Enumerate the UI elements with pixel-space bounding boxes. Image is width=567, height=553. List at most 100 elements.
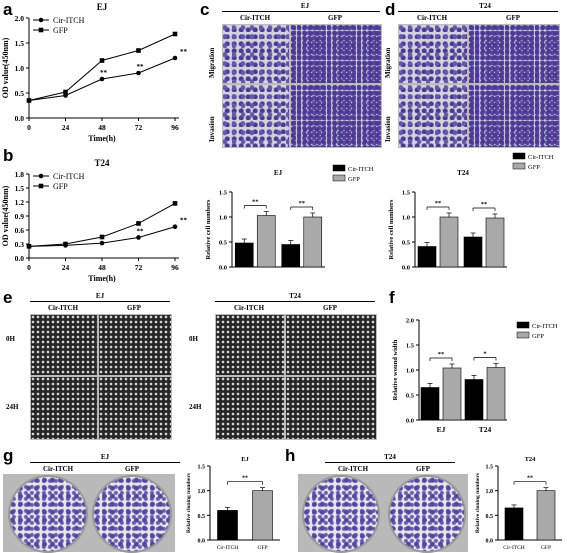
y-tick-label: 0.5	[406, 393, 415, 400]
y-axis-label: Relative cloning numbers	[186, 473, 192, 533]
bar-gfp-invasion	[485, 217, 505, 268]
legend-label: Cir-ITCH	[532, 323, 558, 330]
bar-gfp-invasion	[303, 216, 323, 268]
photo-d-invasion-gfp	[468, 84, 560, 148]
significance-mark: **	[481, 201, 488, 208]
x-tick-label: 48	[98, 263, 106, 272]
significance-mark: **	[435, 200, 442, 207]
y-axis-label: Relative cell numbers	[205, 199, 212, 259]
bar-cir-itch-migration	[234, 242, 254, 268]
panel-c-row-migration: Migration	[208, 47, 216, 78]
legend-marker	[38, 183, 44, 189]
x-tick-label: T24	[479, 425, 492, 434]
y-tick-label: 0.0	[402, 265, 410, 272]
panel-d-title: T24	[479, 2, 491, 10]
x-tick-label: 72	[135, 263, 143, 272]
y-tick-label: 0.0	[15, 114, 25, 123]
significance-mark: **	[180, 48, 188, 56]
legend-label: GFP	[532, 333, 544, 340]
photo-e-ej-24h-cir	[30, 376, 98, 440]
y-tick-label: 1.0	[219, 215, 227, 222]
y-tick-label: 2.0	[406, 318, 414, 325]
photo-e-t24-0h-gfp	[285, 314, 377, 376]
bar-cir-itch-ej	[420, 387, 440, 421]
significance-mark: **	[252, 199, 259, 206]
panel-e-right-row-0h: 0H	[189, 335, 198, 343]
y-axis-label: Relative cell numbers	[388, 199, 395, 259]
data-point	[99, 240, 105, 246]
y-axis-label: OD value(450nm)	[1, 185, 10, 246]
data-point	[63, 241, 68, 247]
chart-title: EJ	[241, 456, 249, 463]
bar-gfp	[536, 490, 556, 541]
legend-marker	[38, 27, 44, 33]
photo-c-invasion-cir	[222, 84, 290, 148]
y-tick-label: 0.0	[486, 539, 494, 545]
data-point	[172, 31, 178, 37]
bar-cir-itch-invasion	[463, 236, 483, 268]
data-point	[172, 55, 178, 61]
chart-title: EJ	[274, 169, 283, 177]
panel-c-title: EJ	[300, 2, 310, 10]
photo-e-ej-0h-gfp	[98, 314, 172, 376]
photo-c-migration-gfp	[290, 24, 382, 84]
photo-e-ej-24h-gfp	[98, 376, 172, 440]
y-tick-label: 1.8	[15, 170, 25, 179]
panel-e-left-col-cir: Cir-ITCH	[47, 304, 79, 312]
significance-mark: **	[180, 217, 188, 225]
panel-d-col-cir: Cir-ITCH	[416, 14, 448, 22]
chart-b-t24-proliferation: T24 0.0 0.3 0.6 0.9 1.2 1.5 1.8 0 24 48 72 96 Time(h)…	[1, 158, 188, 283]
y-tick-label: 2.0	[15, 14, 25, 23]
x-tick-label: 48	[98, 123, 106, 132]
legend-marker	[38, 173, 44, 179]
photo-e-ej-0h-cir	[30, 314, 98, 376]
y-tick-label: 1.0	[402, 215, 410, 222]
photo-e-t24-0h-cir	[215, 314, 285, 376]
photo-e-t24-24h-cir	[215, 376, 285, 440]
data-point	[99, 234, 105, 240]
photo-g-dish-gfp	[92, 475, 172, 553]
panel-letter-g: g	[3, 446, 14, 465]
y-tick-label: 1.5	[15, 184, 25, 193]
bar-gfp-migration	[256, 215, 276, 268]
panel-letter-e: e	[3, 288, 13, 307]
legend-label: Cir-ITCH	[53, 172, 85, 181]
panel-h-col-cir: Cir-ITCH	[337, 465, 369, 473]
legend-label: Cir-ITCH	[53, 16, 85, 25]
bar-gfp-migration	[439, 216, 459, 268]
panel-e-right-title: T24	[289, 292, 301, 300]
significance-mark: **	[299, 200, 306, 207]
panel-letter-b: b	[3, 146, 14, 165]
y-axis-label: Relative cloning numbers	[475, 473, 481, 533]
significance-mark: **	[137, 227, 145, 235]
chart-f-wound-width: 0.0 0.5 1.0 1.5 2.0 Relative wound width ** EJ *…	[392, 318, 558, 435]
x-axis-label: Time(h)	[88, 274, 116, 283]
legend-label: GFP	[348, 176, 360, 183]
bar-cir-itch-t24	[464, 379, 484, 421]
chart-a-ej-proliferation: EJ 0.0 0.5 1.0 1.5 2.0 0 24 48 72 96 Time(h) OD valu…	[1, 2, 188, 143]
y-tick-label: 1.5	[219, 190, 228, 197]
bar-cir-itch-invasion	[281, 244, 301, 268]
y-tick-label: 1.5	[15, 39, 25, 48]
data-point	[172, 224, 178, 230]
y-tick-label: 1.0	[406, 368, 414, 375]
chart-d-t24-cell-numbers: T24 0.0 0.5 1.0 1.5 Relative cell numbers ** **…	[388, 152, 554, 272]
x-tick-label: 24	[62, 123, 70, 132]
x-axis-label: Time(h)	[88, 134, 116, 143]
y-tick-label: 0.5	[15, 89, 25, 98]
significance-mark: **	[100, 69, 108, 77]
chart-title: EJ	[97, 2, 108, 12]
photo-g-dish-cir	[8, 475, 88, 553]
data-point	[99, 58, 105, 63]
y-tick-label: 1.0	[486, 489, 494, 495]
significance-mark: **	[242, 476, 248, 482]
legend-swatch	[332, 164, 346, 172]
x-tick-label: 96	[171, 263, 179, 272]
x-tick-label: 0	[27, 123, 31, 132]
photo-d-migration-cir	[398, 24, 468, 84]
y-tick-label: 1.2	[15, 198, 25, 207]
panel-e-right-row-24h: 24H	[189, 403, 202, 411]
data-point	[63, 89, 68, 95]
panel-letter-c: c	[200, 0, 210, 19]
x-tick-label: EJ	[437, 425, 446, 434]
